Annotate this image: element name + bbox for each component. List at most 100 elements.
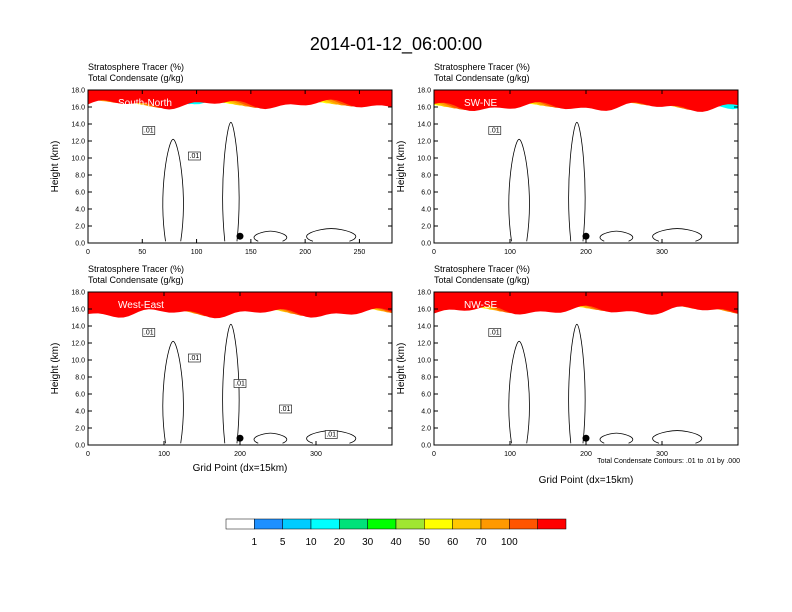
y-tick-label: 14.0 bbox=[417, 324, 431, 331]
colorbar-label: 60 bbox=[447, 537, 459, 548]
contour-line bbox=[162, 138, 184, 242]
contour-line bbox=[508, 138, 530, 242]
tracer-field bbox=[434, 90, 738, 243]
region-label: NW-SE bbox=[464, 300, 497, 311]
y-tick-label: 2.0 bbox=[421, 426, 431, 433]
contour-line bbox=[222, 121, 240, 242]
tracer-band bbox=[88, 292, 392, 319]
panel-title-tracer: Stratosphere Tracer (%) bbox=[88, 264, 184, 274]
svg-text:.01: .01 bbox=[190, 153, 200, 160]
svg-text:.01: .01 bbox=[235, 381, 245, 388]
y-tick-label: 14.0 bbox=[71, 122, 85, 129]
colorbar: 1 5 10 20 30 40 50 60 70 100 bbox=[225, 518, 567, 548]
svg-text:.01: .01 bbox=[281, 406, 291, 413]
location-marker bbox=[582, 232, 590, 240]
x-tick-label: 250 bbox=[354, 249, 366, 256]
colorbar-swatch bbox=[537, 518, 567, 530]
x-tick-label: 300 bbox=[310, 451, 322, 458]
panel-title-tracer: Stratosphere Tracer (%) bbox=[88, 62, 184, 72]
y-tick-label: 12.0 bbox=[71, 139, 85, 146]
colorbar-label: 1 bbox=[252, 537, 258, 548]
tracer-field bbox=[88, 292, 392, 445]
panel-title-condensate: Total Condensate (g/kg) bbox=[88, 275, 184, 285]
colorbar-label: 30 bbox=[362, 537, 374, 548]
panel-title-tracer: Stratosphere Tracer (%) bbox=[434, 62, 530, 72]
location-marker bbox=[582, 434, 590, 442]
x-tick-label: 300 bbox=[656, 451, 668, 458]
colorbar-label: 50 bbox=[419, 537, 431, 548]
y-tick-label: 2.0 bbox=[75, 426, 85, 433]
condensate-contours bbox=[508, 121, 703, 242]
colorbar-label: 40 bbox=[390, 537, 402, 548]
x-tick-label: 50 bbox=[138, 249, 146, 256]
contour-line bbox=[253, 432, 288, 444]
y-tick-label: 18.0 bbox=[71, 290, 85, 297]
panel-2: Stratosphere Tracer (%)Total Condensate … bbox=[396, 62, 739, 256]
y-tick-label: 4.0 bbox=[421, 409, 431, 416]
contour-note: Total Condensate Contours: .01 to .01 by… bbox=[597, 458, 740, 465]
y-tick-label: 8.0 bbox=[421, 173, 431, 180]
contour-label: .01 bbox=[142, 328, 156, 337]
contour-label: .01 bbox=[324, 430, 338, 439]
x-tick-label: 300 bbox=[656, 249, 668, 256]
contour-label: .01 bbox=[279, 404, 292, 414]
tracer-field bbox=[434, 292, 738, 445]
y-tick-label: 14.0 bbox=[71, 324, 85, 331]
x-axis-label: Grid Point (dx=15km) bbox=[193, 463, 288, 474]
y-tick-label: 18.0 bbox=[417, 88, 431, 95]
panel-3: Stratosphere Tracer (%)Total Condensate … bbox=[50, 264, 393, 474]
y-tick-label: 2.0 bbox=[421, 224, 431, 231]
y-tick-label: 12.0 bbox=[417, 139, 431, 146]
contour-label: .01 bbox=[142, 126, 156, 135]
tracer-field bbox=[88, 90, 392, 243]
x-tick-label: 200 bbox=[299, 249, 311, 256]
colorbar-label: 100 bbox=[501, 537, 518, 548]
colorbar-label: 20 bbox=[334, 537, 346, 548]
y-tick-label: 6.0 bbox=[75, 190, 85, 197]
y-tick-label: 8.0 bbox=[75, 375, 85, 382]
x-axis-label: Grid Point (dx=15km) bbox=[539, 475, 634, 486]
contour-line bbox=[568, 323, 586, 444]
y-tick-label: 4.0 bbox=[75, 207, 85, 214]
y-axis-label: Height (km) bbox=[396, 141, 407, 193]
svg-text:.01: .01 bbox=[144, 330, 154, 337]
contour-line bbox=[599, 432, 634, 444]
tracer-band bbox=[434, 292, 738, 315]
x-tick-label: 0 bbox=[432, 249, 436, 256]
figure-title: 2014-01-12_06:00:00 bbox=[310, 34, 482, 55]
colorbar-swatch bbox=[395, 518, 425, 530]
panel-1: Stratosphere Tracer (%)Total Condensate … bbox=[50, 62, 393, 256]
condensate-contours bbox=[162, 121, 357, 242]
svg-text:.01: .01 bbox=[490, 128, 500, 135]
x-tick-label: 100 bbox=[504, 249, 516, 256]
contour-line bbox=[306, 228, 357, 242]
x-tick-label: 0 bbox=[86, 451, 90, 458]
svg-text:.01: .01 bbox=[326, 432, 336, 439]
y-tick-label: 10.0 bbox=[71, 358, 85, 365]
y-tick-label: 16.0 bbox=[71, 105, 85, 112]
contour-line bbox=[599, 230, 634, 242]
y-tick-label: 10.0 bbox=[71, 156, 85, 163]
x-tick-label: 200 bbox=[234, 451, 246, 458]
colorbar-swatch bbox=[452, 518, 482, 530]
plot-frame bbox=[87, 89, 393, 244]
contour-label: .01 bbox=[233, 379, 247, 388]
y-tick-label: 4.0 bbox=[75, 409, 85, 416]
contour-label: .01 bbox=[488, 328, 502, 337]
contour-line bbox=[222, 323, 240, 444]
colorbar-swatch bbox=[424, 518, 453, 530]
y-tick-label: 16.0 bbox=[417, 105, 431, 112]
colorbar-swatch bbox=[480, 518, 510, 530]
panel-title-condensate: Total Condensate (g/kg) bbox=[434, 73, 530, 83]
y-tick-label: 8.0 bbox=[75, 173, 85, 180]
contour-line bbox=[508, 340, 530, 444]
location-marker bbox=[236, 434, 244, 442]
panel-title-tracer: Stratosphere Tracer (%) bbox=[434, 264, 530, 274]
y-tick-label: 0.0 bbox=[421, 443, 431, 450]
colorbar-swatch bbox=[254, 518, 283, 530]
colorbar-label: 70 bbox=[475, 537, 487, 548]
y-tick-label: 0.0 bbox=[421, 241, 431, 248]
contour-label: .01 bbox=[188, 353, 201, 363]
y-tick-label: 18.0 bbox=[417, 290, 431, 297]
